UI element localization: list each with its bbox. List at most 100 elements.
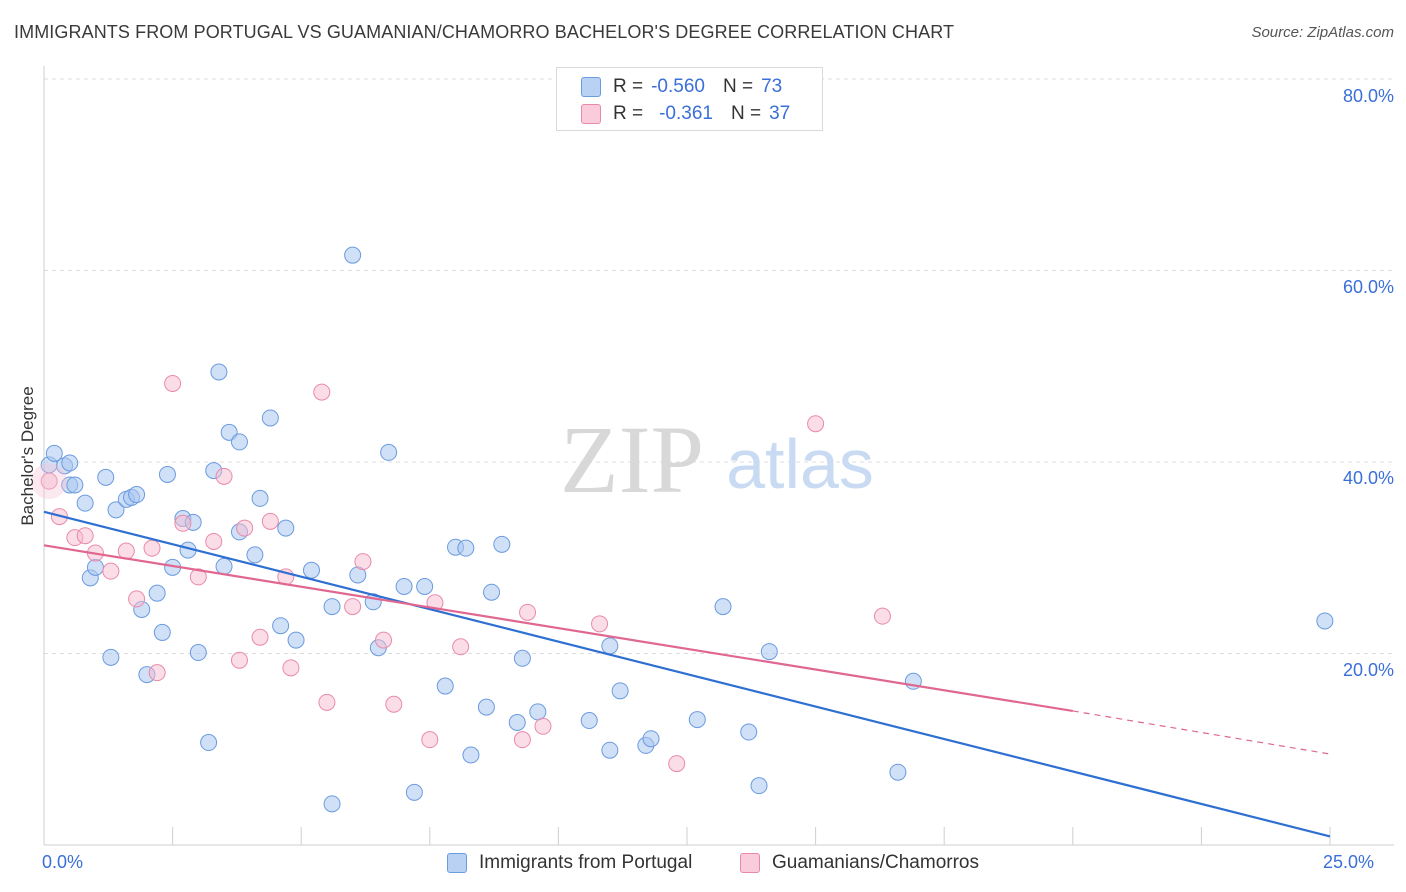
n-label: N = (722, 76, 754, 97)
data-point-guamanian (313, 383, 331, 401)
data-point-guamanian (668, 755, 686, 773)
data-point-guamanian (452, 638, 470, 656)
data-point-portugal (714, 598, 732, 616)
legend-item-portugal[interactable]: Immigrants from Portugal (447, 852, 692, 874)
data-point-portugal (344, 246, 362, 264)
data-point-portugal (1316, 612, 1334, 630)
data-point-portugal (61, 454, 79, 472)
data-point-portugal (405, 783, 423, 801)
trendlines (43, 510, 1331, 838)
data-point-portugal (477, 698, 495, 716)
legend-swatch-portugal (447, 853, 467, 873)
y-tick-label-20: 20.0% (1342, 660, 1394, 680)
data-point-portugal (611, 682, 629, 700)
data-point-portugal (272, 617, 290, 635)
data-point-guamanian (174, 514, 192, 532)
data-point-portugal (251, 489, 269, 507)
data-point-portugal (200, 734, 218, 752)
data-point-portugal (153, 623, 171, 641)
data-point-portugal (493, 535, 511, 553)
data-point-guamanian (344, 598, 362, 616)
data-point-portugal (889, 763, 907, 781)
data-point-portugal (483, 583, 501, 601)
data-point-portugal (107, 501, 125, 519)
data-point-portugal (457, 539, 475, 557)
data-point-portugal (601, 637, 619, 655)
data-point-portugal (97, 468, 115, 486)
data-point-portugal (128, 486, 146, 504)
x-tick-label-max: 25.0% (1323, 852, 1375, 872)
legend-label-guamanian: Guamanians/Chamorros (772, 852, 979, 873)
data-point-guamanian (143, 539, 161, 557)
n-value-guamanian: 37 (769, 103, 791, 124)
data-point-guamanian (40, 472, 58, 490)
n-label: N = (730, 103, 762, 124)
data-point-portugal (246, 546, 264, 564)
y-tick-label-40: 40.0% (1342, 468, 1394, 488)
data-point-guamanian (534, 717, 552, 735)
legend-item-guamanian[interactable]: Guamanians/Chamorros (740, 852, 979, 874)
data-point-portugal (508, 713, 526, 731)
data-point-guamanian (261, 512, 279, 530)
data-point-portugal (436, 677, 454, 695)
data-point-portugal (148, 584, 166, 602)
data-point-portugal (76, 494, 94, 512)
y-tick-label-60: 60.0% (1342, 277, 1394, 297)
data-point-portugal (740, 723, 758, 741)
data-point-guamanian (251, 628, 269, 646)
data-point-guamanian (282, 659, 300, 677)
data-point-guamanian (513, 731, 531, 749)
r-value-portugal: -0.560 (651, 76, 705, 97)
data-point-portugal (158, 465, 176, 483)
data-point-portugal (277, 519, 295, 537)
data-point-guamanian (236, 519, 254, 537)
trendline-portugal (43, 510, 1331, 838)
data-point-guamanian (128, 590, 146, 608)
data-point-guamanian (421, 731, 439, 749)
source-credit: Source: ZipAtlas.com (1251, 24, 1394, 41)
data-point-portugal (102, 648, 120, 666)
stats-legend: R = -0.560 N = 73 R = -0.361 N = 37 (556, 67, 823, 131)
data-point-guamanian (102, 562, 120, 580)
data-point-portugal (323, 795, 341, 813)
data-point-portugal (302, 561, 320, 579)
data-point-portugal (416, 577, 434, 595)
series-legend: Immigrants from Portugal Guamanians/Cham… (0, 852, 1406, 878)
data-point-portugal (323, 598, 341, 616)
data-point-guamanian (591, 615, 609, 633)
data-point-guamanian (76, 527, 94, 545)
stats-row-portugal: R = -0.560 N = 73 (581, 75, 782, 99)
data-point-portugal (215, 557, 233, 575)
data-point-portugal (189, 644, 207, 662)
data-point-portugal (688, 711, 706, 729)
data-point-guamanian (230, 651, 248, 669)
r-label: R = (613, 76, 644, 97)
data-point-portugal (462, 746, 480, 764)
trendline-guamanian-extension (1072, 710, 1331, 755)
data-point-portugal (210, 363, 228, 381)
data-point-guamanian (215, 467, 233, 485)
data-point-guamanian (318, 693, 336, 711)
data-point-portugal (513, 649, 531, 667)
data-point-guamanian (205, 532, 223, 550)
swatch-portugal (581, 77, 601, 97)
data-point-portugal (230, 433, 248, 451)
data-point-portugal (580, 712, 598, 730)
x-tick-label-min: 0.0% (42, 852, 84, 872)
trendline-guamanian (43, 544, 1073, 713)
watermark: ZIP atlas (560, 406, 874, 513)
swatch-guamanian (581, 104, 601, 124)
data-point-guamanian (519, 603, 537, 621)
y-axis-label: Bachelor's Degree (18, 386, 37, 526)
axes (43, 66, 1394, 846)
data-point-guamanian (385, 695, 403, 713)
watermark-zip: ZIP (560, 406, 704, 513)
data-point-portugal (760, 643, 778, 661)
data-point-guamanian (148, 664, 166, 682)
data-point-portugal (380, 443, 398, 461)
stats-row-guamanian: R = -0.361 N = 37 (581, 102, 790, 126)
data-point-guamanian (189, 568, 207, 586)
data-point-guamanian (375, 631, 393, 649)
data-point-portugal (261, 409, 279, 427)
